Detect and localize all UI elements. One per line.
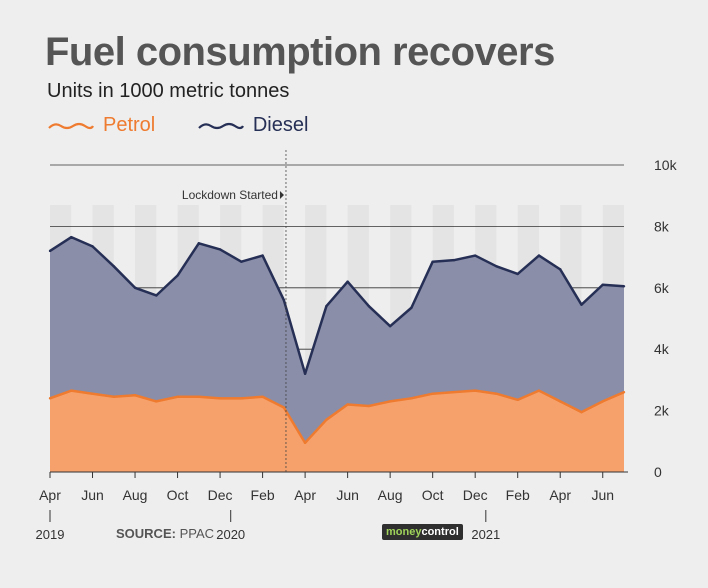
data-point-diesel [282,298,286,302]
data-point-petrol [112,395,115,398]
data-point-petrol [303,441,307,445]
data-point-petrol [431,392,434,395]
data-point-diesel [431,260,434,263]
annotation-arrow-icon [279,191,284,199]
x-tick-label: Feb [506,487,530,503]
year-label: 2020 [216,527,245,542]
chart-title: Fuel consumption recovers [45,30,555,74]
y-tick-label: 4k [654,341,670,357]
data-point-petrol [261,395,264,398]
y-tick-label: 2k [654,403,670,419]
data-point-diesel [622,285,626,288]
source-value: PPAC [179,526,215,541]
data-point-diesel [70,235,73,239]
y-tick-label: 8k [654,218,670,234]
legend-label-petrol: Petrol [103,114,156,136]
chart-subtitle: Units in 1000 metric tonnes [47,80,290,102]
data-point-diesel [261,254,264,257]
diesel-swatch-icon [198,122,244,129]
x-tick-label: Apr [549,487,571,503]
data-point-diesel [473,254,477,257]
legend-item-petrol: Petrol [47,114,155,137]
data-point-petrol [218,397,222,400]
moneycontrol-logo: moneycontrol [382,524,463,540]
x-tick-label: Jun [591,487,614,503]
data-point-petrol [176,395,179,398]
data-point-diesel [410,306,413,309]
data-point-diesel [516,272,519,276]
x-tick-label: Oct [422,487,444,503]
legend-item-diesel: Diesel [197,114,309,137]
data-point-diesel [112,265,115,268]
data-point-diesel [346,280,349,283]
data-point-diesel [155,294,158,297]
data-point-diesel [580,303,583,306]
data-point-petrol [325,418,328,422]
legend: Petrol Diesel [47,114,344,138]
data-point-petrol [91,392,94,395]
x-tick-label: Jun [336,487,359,503]
data-point-petrol [240,397,243,400]
x-tick-label: Feb [251,487,275,503]
data-point-diesel [240,260,243,263]
data-point-petrol [516,398,519,402]
data-point-diesel [197,242,201,245]
data-point-petrol [70,389,73,392]
data-point-petrol [495,392,498,395]
series-area-petrol [50,390,624,472]
data-point-petrol [133,394,137,397]
data-point-diesel [601,283,604,286]
y-tick-label: 10k [654,157,678,173]
data-point-diesel [133,286,137,289]
data-point-petrol [452,390,456,394]
data-point-diesel [218,248,222,251]
y-tick-label: 0 [654,464,662,480]
annotation-label: Lockdown Started [182,188,278,202]
data-point-petrol [537,389,541,392]
data-point-diesel [303,372,307,375]
data-point-petrol [601,400,604,403]
source-line: SOURCE: PPAC [116,526,214,541]
year-label: 2019 [36,527,65,542]
data-point-petrol [388,400,392,403]
data-point-petrol [559,400,562,403]
data-point-petrol [622,390,626,394]
series-line-petrol [49,389,625,445]
petrol-swatch-icon [48,122,94,129]
series-area-diesel [50,237,624,443]
data-point-diesel [367,305,371,308]
data-point-diesel [537,254,541,257]
data-point-petrol [346,403,349,406]
data-point-petrol [367,404,371,408]
data-point-diesel [388,324,392,328]
data-point-petrol [410,397,413,400]
x-tick-label: Apr [39,487,61,503]
data-point-diesel [48,249,52,253]
y-tick-label: 6k [654,280,670,296]
data-point-petrol [580,410,583,414]
series-line-diesel [49,235,625,376]
x-tick-label: Apr [294,487,316,503]
data-point-petrol [155,400,158,403]
x-tick-label: Aug [378,487,403,503]
data-point-petrol [282,406,286,409]
source-label: SOURCE: [116,526,176,541]
data-point-petrol [473,389,477,392]
data-point-diesel [452,258,456,262]
data-point-diesel [91,245,94,248]
data-point-diesel [176,274,179,277]
x-tick-label: Dec [463,487,488,503]
legend-label-diesel: Diesel [252,114,309,136]
x-tick-label: Oct [167,487,189,503]
data-point-diesel [495,265,498,268]
data-point-petrol [48,397,52,400]
x-tick-label: Jun [81,487,104,503]
year-label: 2021 [471,527,500,542]
data-point-diesel [559,268,562,271]
x-tick-label: Dec [208,487,233,503]
data-point-diesel [325,305,328,308]
x-tick-label: Aug [123,487,148,503]
data-point-petrol [197,395,201,398]
